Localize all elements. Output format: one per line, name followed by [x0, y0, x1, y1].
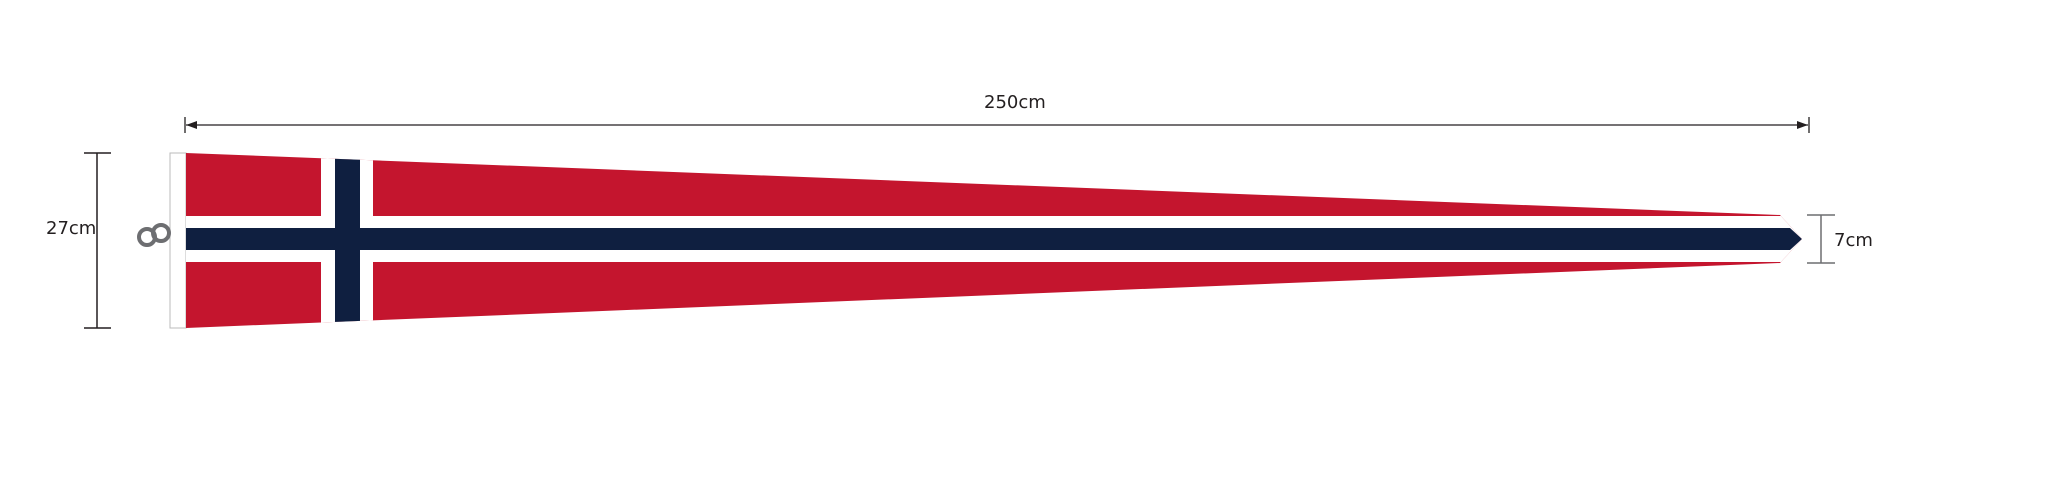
hoist-sleeve [169, 152, 187, 329]
tip-height-label: 7cm [1834, 230, 1873, 251]
cross-navy-horizontal [186, 228, 1802, 250]
arrowhead-right [1797, 121, 1808, 129]
hoist-height-label: 27cm [46, 218, 97, 239]
pennant-flag [186, 153, 1802, 328]
tip-dimension-line [1807, 214, 1835, 264]
length-label: 250cm [984, 92, 1046, 113]
arrowhead-left [186, 121, 197, 129]
hoist-dimension-line [84, 152, 111, 329]
clip-ring-icon [137, 223, 171, 247]
length-dimension-line [184, 117, 1810, 133]
